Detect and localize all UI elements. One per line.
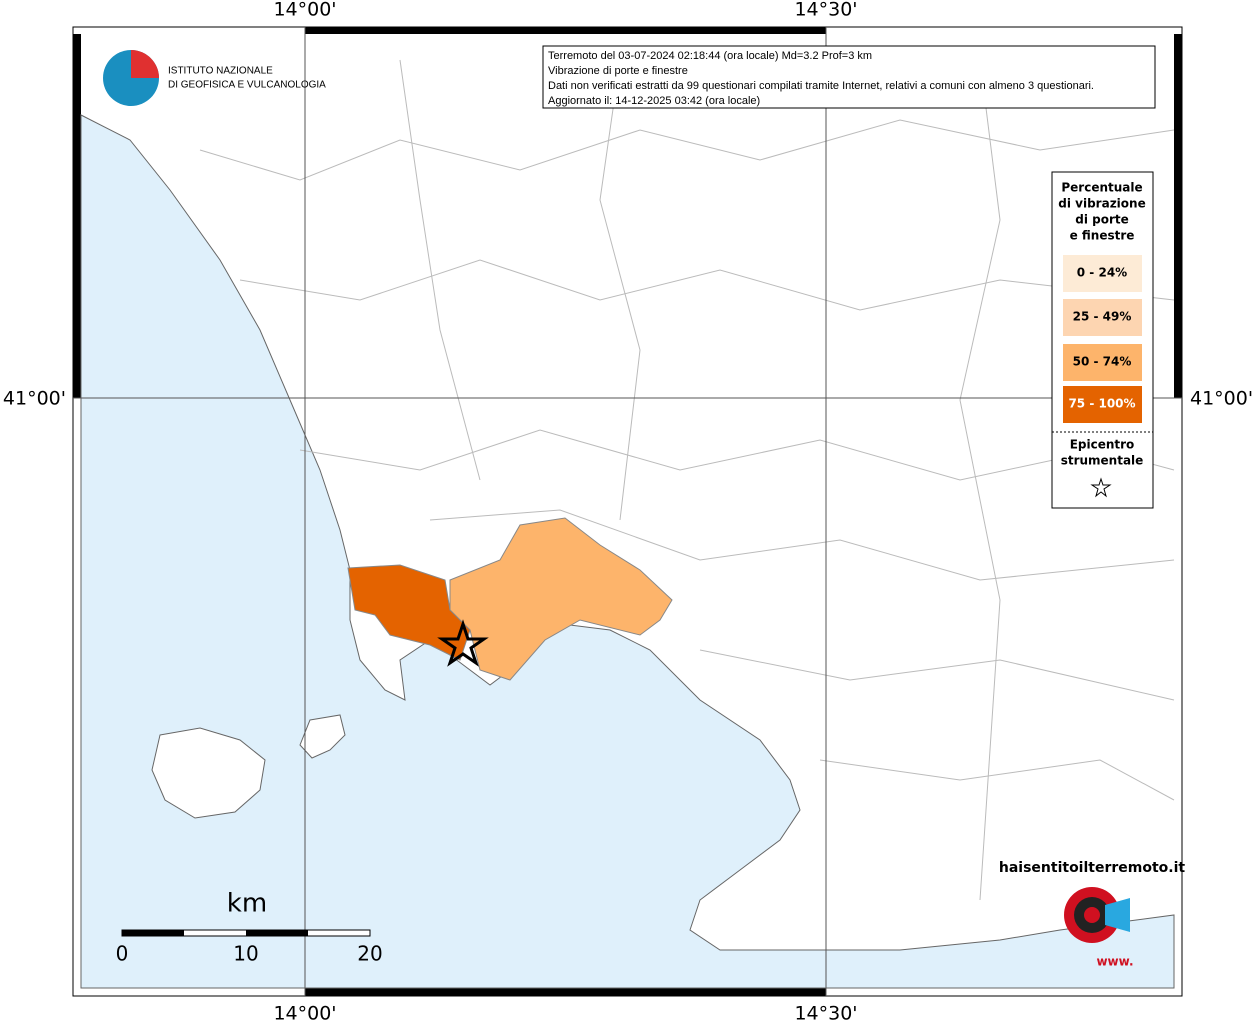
legend-epicenter: strumentale (1061, 454, 1144, 468)
info-line: Aggiornato il: 14-12-2025 03:42 (ora loc… (548, 95, 760, 107)
frame-bar (73, 34, 81, 398)
lon-label: 14°00' (273, 0, 336, 21)
legend-title: di vibrazione (1058, 197, 1145, 211)
legend-label: 50 - 74% (1073, 355, 1132, 369)
frame-bar (305, 27, 826, 34)
site-name: haisentitoilterremoto.it (999, 860, 1186, 876)
island (299, 714, 346, 759)
info-box (542, 45, 1156, 109)
lat-label: 41°00' (1190, 388, 1253, 410)
site-prefix: www. (1096, 955, 1133, 969)
scale-label: 0 (116, 942, 129, 966)
logo-text: DI GEOFISICA E VULCANOLOGIA (168, 80, 326, 91)
scale-bar (246, 930, 308, 936)
scale-label: 20 (357, 942, 382, 966)
scale-label: 10 (233, 942, 258, 966)
legend-label: 0 - 24% (1077, 266, 1127, 280)
legend-swatch (1063, 299, 1142, 336)
legend-swatch (1063, 386, 1142, 423)
legend-title: e finestre (1070, 229, 1135, 243)
legend-epicenter: Epicentro (1070, 438, 1135, 452)
legend-swatch (1063, 344, 1142, 381)
legend (1051, 171, 1154, 509)
scale-unit: km (227, 889, 267, 919)
region-50-74 (449, 517, 673, 681)
epicenter-star (437, 619, 489, 667)
lon-label: 14°30' (794, 0, 857, 21)
lon-label: 14°30' (794, 1003, 857, 1025)
info-line: Dati non verificati estratti da 99 quest… (548, 80, 1094, 92)
info-line: Vibrazione di porte e finestre (548, 65, 688, 77)
frame-bar (305, 988, 826, 996)
legend-label: 25 - 49% (1073, 310, 1132, 324)
frame-bar (1174, 34, 1182, 398)
site-logo (1105, 898, 1130, 932)
logo-globe (131, 50, 159, 78)
legend-label: 75 - 100% (1068, 397, 1135, 411)
island (151, 727, 266, 819)
lon-label: 14°00' (273, 1003, 336, 1025)
info-line: Terremoto del 03-07-2024 02:18:44 (ora l… (548, 50, 872, 62)
graticule (73, 27, 1182, 996)
legend-title: Percentuale (1061, 181, 1142, 195)
legend-star (1090, 477, 1112, 498)
legend-swatch (1063, 255, 1142, 292)
logo-text: ISTITUTO NAZIONALE (168, 66, 273, 77)
legend-title: di porte (1075, 213, 1129, 227)
lat-label: 41°00' (3, 388, 66, 410)
region-75-100 (347, 564, 471, 661)
site-logo (1084, 907, 1100, 923)
scale-bar (122, 930, 184, 936)
